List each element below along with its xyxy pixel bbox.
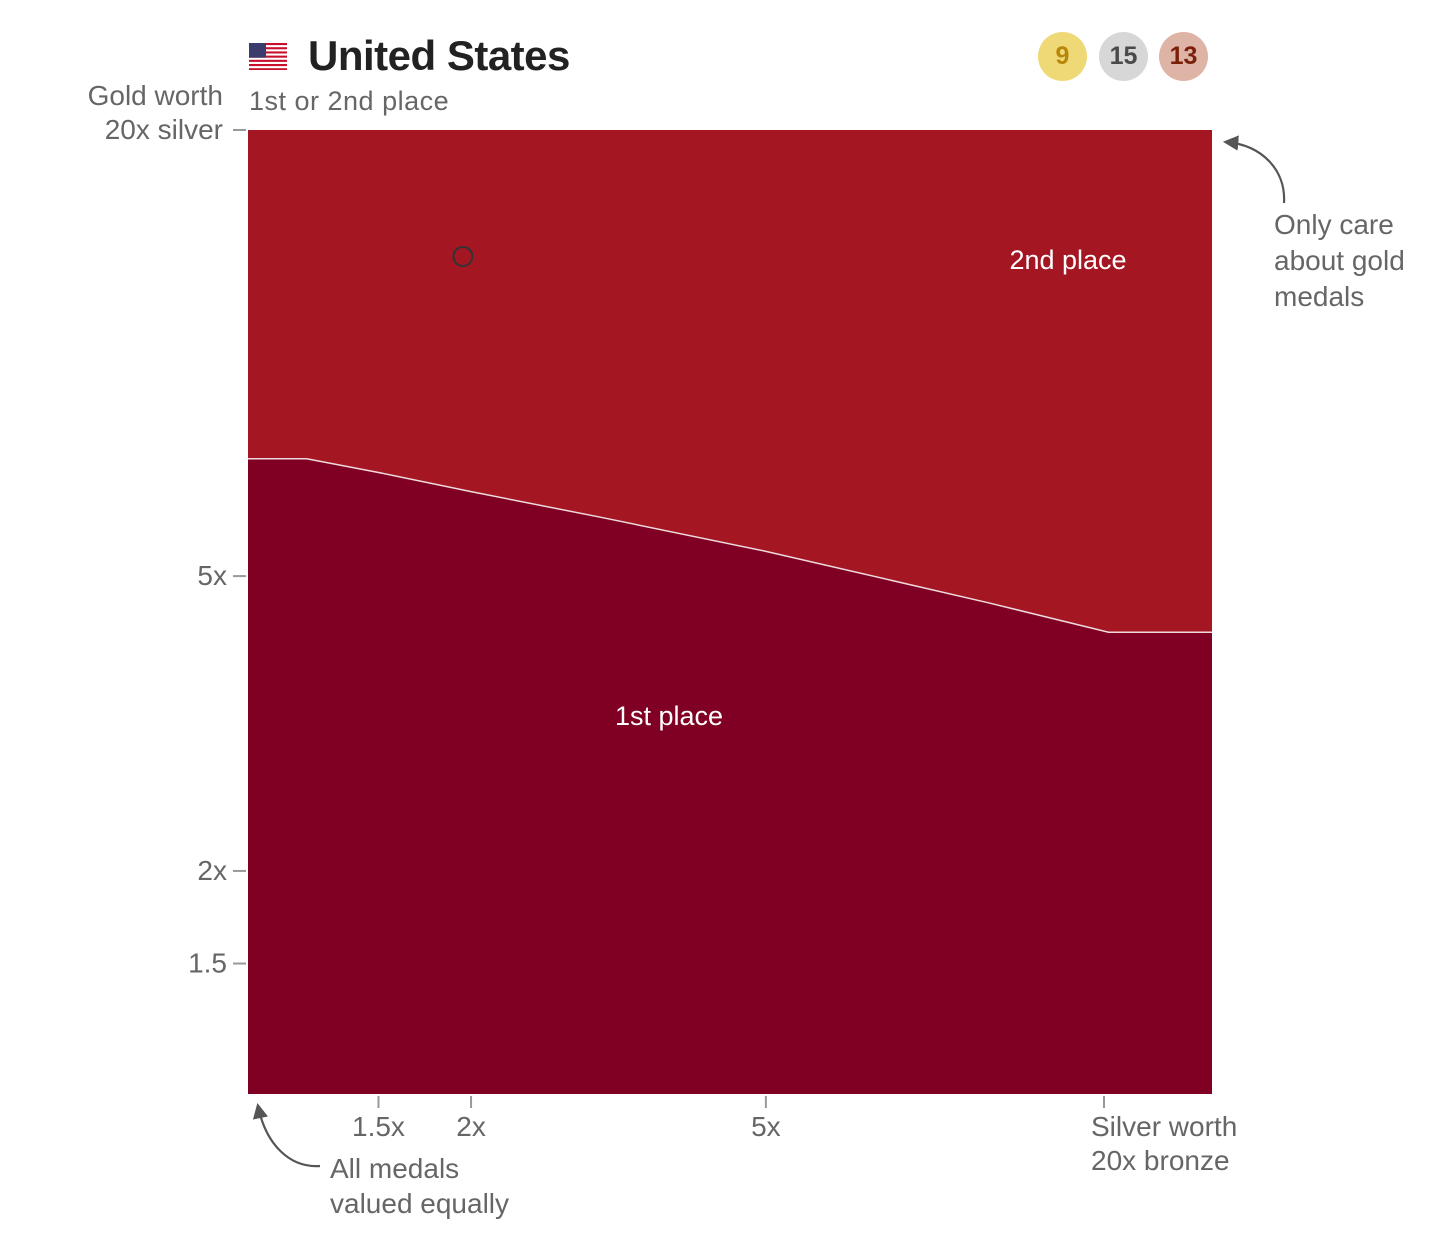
region-label-2nd-place: 2nd place <box>1009 245 1126 275</box>
annotation-arrow-bottom <box>252 1102 321 1168</box>
y-tick-label: Gold worth 20x silver <box>88 80 223 145</box>
x-tick-label: 5x <box>751 1111 781 1142</box>
selection-marker[interactable] <box>452 245 474 267</box>
bronze-medal-count: 13 <box>1159 32 1208 81</box>
region-1st-place <box>248 458 1212 1094</box>
x-tick-label: Silver worth 20x bronze <box>1091 1111 1237 1176</box>
boundary-line <box>248 458 1212 633</box>
y-tick-label: 2x <box>197 855 227 886</box>
annotation-all-equal: All medals valued equally <box>330 1153 509 1219</box>
x-tick-label: 2x <box>456 1111 486 1142</box>
silver-medal-count: 15 <box>1099 32 1148 81</box>
country-title: United States <box>308 32 570 79</box>
gold-medal-count: 9 <box>1038 32 1087 81</box>
region-label-1st-place: 1st place <box>615 701 723 731</box>
annotation-arrow-top <box>1222 135 1286 204</box>
y-tick-label: 5x <box>197 560 227 591</box>
us-flag-icon <box>249 43 287 70</box>
y-tick-label: 1.5 <box>188 948 227 979</box>
annotation-gold-only: Only care about gold medals <box>1274 209 1405 312</box>
chart-subtitle: 1st or 2nd place <box>249 86 450 116</box>
x-tick-label: 1.5x <box>352 1111 405 1142</box>
